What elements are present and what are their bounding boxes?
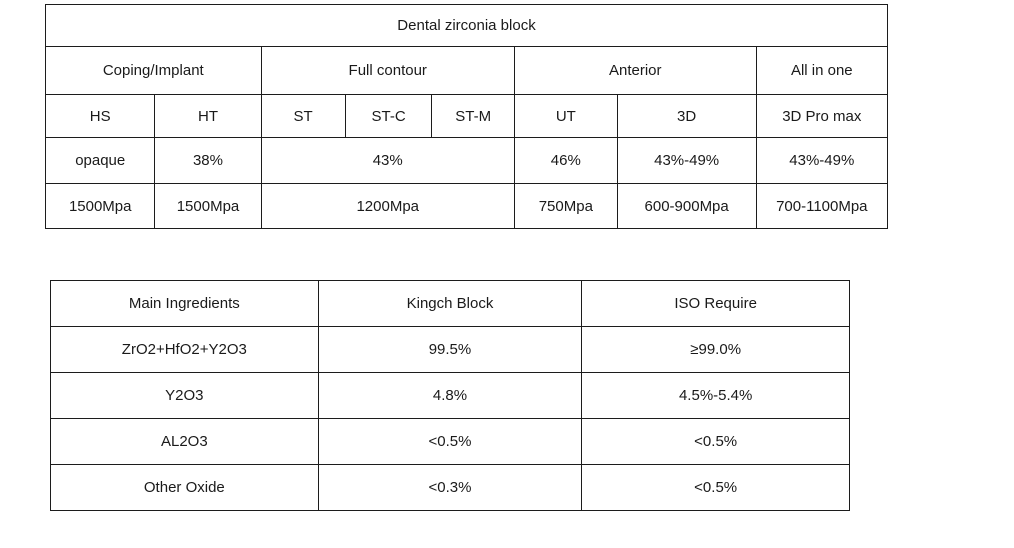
ingredient-name-cell: ZrO2+HfO2+Y2O3 [50, 326, 319, 373]
kingch-value-cell: 4.8% [317, 372, 583, 419]
table-row: Other Oxide <0.3% <0.5% [50, 464, 850, 511]
strength-cell: 1500Mpa [44, 183, 156, 229]
type-header-ut: UT [513, 94, 618, 138]
kingch-value-cell: 99.5% [317, 326, 583, 373]
strength-cell: 1200Mpa [260, 183, 515, 229]
iso-value-cell: <0.5% [581, 418, 850, 465]
table-row: opaque 38% 43% 46% 43%-49% 43%-49% [44, 137, 889, 184]
type-header-3d-pro-max: 3D Pro max [755, 94, 889, 138]
table-row: Coping/Implant Full contour Anterior All… [45, 46, 889, 95]
type-header-hs: HS [44, 94, 156, 138]
ingredient-name-cell: Other Oxide [50, 464, 319, 511]
group-header-coping-implant: Coping/Implant [45, 46, 262, 95]
type-header-ht: HT [154, 94, 262, 138]
translucency-cell: 38% [154, 137, 262, 184]
ingredient-name-cell: AL2O3 [50, 418, 319, 465]
zirconia-spec-table: Dental zirconia block Coping/Implant Ful… [44, 4, 889, 229]
table-row: ZrO2+HfO2+Y2O3 99.5% ≥99.0% [50, 326, 850, 373]
table-row: Dental zirconia block [45, 4, 888, 47]
ingredient-name-cell: Y2O3 [50, 372, 319, 419]
strength-cell: 1500Mpa [154, 183, 262, 229]
type-header-3d: 3D [616, 94, 757, 138]
strength-cell: 700-1100Mpa [755, 183, 889, 229]
header-main-ingredients: Main Ingredients [50, 280, 319, 327]
iso-value-cell: <0.5% [581, 464, 850, 511]
header-kingch-block: Kingch Block [317, 280, 583, 327]
strength-cell: 750Mpa [513, 183, 618, 229]
translucency-cell: 43%-49% [616, 137, 757, 184]
table-row: HS HT ST ST-C ST-M UT 3D 3D Pro max [44, 94, 889, 138]
table-header-row: Main Ingredients Kingch Block ISO Requir… [50, 280, 850, 327]
iso-value-cell: 4.5%-5.4% [581, 372, 850, 419]
type-header-st: ST [260, 94, 346, 138]
zirconia-table-title: Dental zirconia block [45, 4, 888, 47]
translucency-cell: 43%-49% [755, 137, 889, 184]
iso-value-cell: ≥99.0% [581, 326, 850, 373]
ingredients-table: Main Ingredients Kingch Block ISO Requir… [50, 280, 850, 511]
table-row: 1500Mpa 1500Mpa 1200Mpa 750Mpa 600-900Mp… [44, 183, 889, 229]
kingch-value-cell: <0.3% [317, 464, 583, 511]
translucency-cell: opaque [44, 137, 156, 184]
kingch-value-cell: <0.5% [317, 418, 583, 465]
translucency-cell: 43% [260, 137, 515, 184]
table-row: AL2O3 <0.5% <0.5% [50, 418, 850, 465]
header-iso-require: ISO Require [581, 280, 850, 327]
strength-cell: 600-900Mpa [616, 183, 757, 229]
group-header-all-in-one: All in one [755, 46, 889, 95]
type-header-st-c: ST-C [344, 94, 433, 138]
group-header-anterior: Anterior [513, 46, 757, 95]
translucency-cell: 46% [513, 137, 618, 184]
group-header-full-contour: Full contour [260, 46, 515, 95]
table-row: Y2O3 4.8% 4.5%-5.4% [50, 372, 850, 419]
type-header-st-m: ST-M [431, 94, 515, 138]
